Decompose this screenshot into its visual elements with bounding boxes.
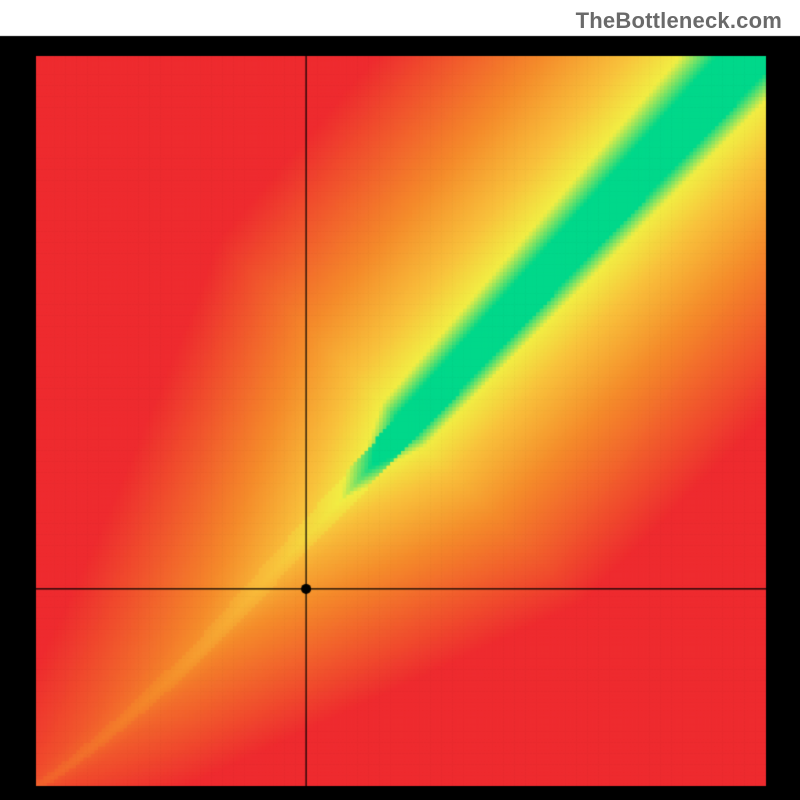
chart-container: TheBottleneck.com — [0, 0, 800, 800]
heatmap-canvas — [0, 0, 800, 800]
watermark-text: TheBottleneck.com — [576, 8, 782, 34]
